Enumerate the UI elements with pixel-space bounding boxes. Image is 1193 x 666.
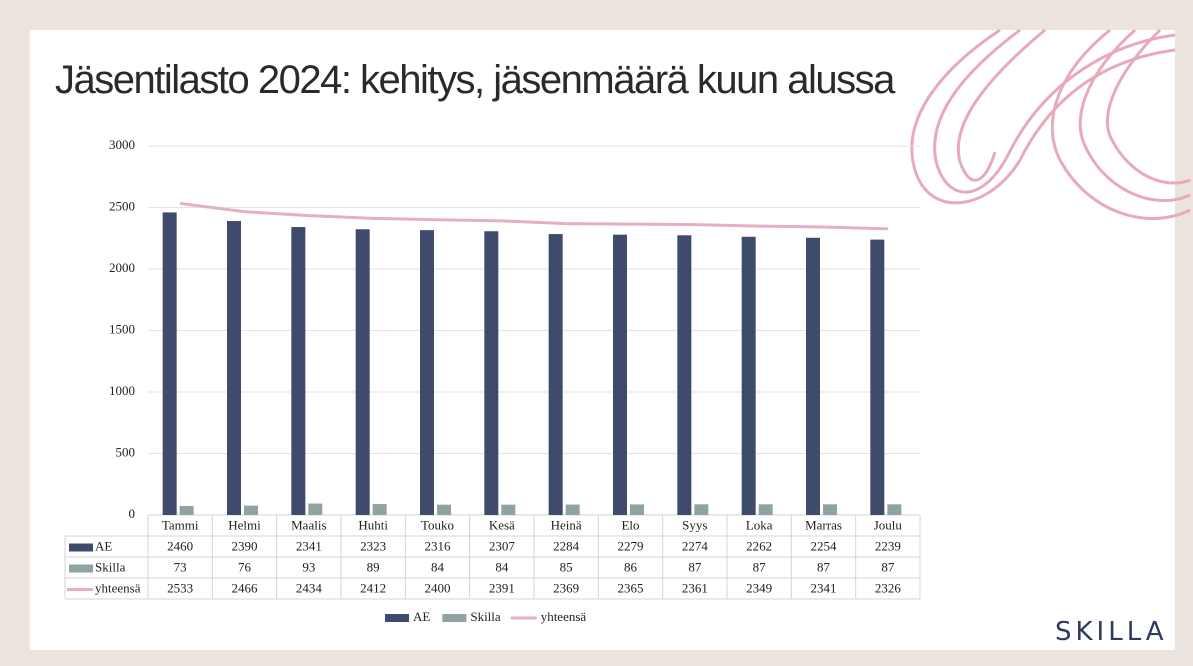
x-tick-label: Marras (805, 517, 842, 532)
table-cell: 84 (431, 559, 445, 574)
x-tick-label: Syys (682, 517, 707, 532)
table-cell: 2533 (167, 580, 193, 595)
table-cell: 2284 (553, 538, 580, 553)
table-cell: 86 (624, 559, 638, 574)
table-cell: 73 (174, 559, 187, 574)
legend-label: AE (413, 609, 430, 624)
bar (806, 237, 820, 515)
table-cell: 2279 (618, 538, 644, 553)
legend-key (385, 614, 409, 622)
table-cell: 87 (881, 559, 895, 574)
table-row-label: yhteensä (95, 580, 141, 595)
table-cell: 2434 (296, 580, 323, 595)
bar (372, 504, 387, 515)
table-cell: 2369 (553, 580, 579, 595)
decoration (910, 28, 1191, 220)
bar (741, 236, 756, 516)
table-row-label: Skilla (95, 559, 126, 574)
table-cell: 85 (560, 559, 573, 574)
table-cell: 2391 (489, 580, 515, 595)
bar (501, 504, 516, 515)
bar (437, 504, 451, 515)
table-legend-key (69, 543, 93, 552)
x-tick-label: Joulu (874, 517, 903, 532)
table-cell: 2466 (232, 580, 259, 595)
table-cell: 2326 (875, 580, 902, 595)
table-cell: 84 (495, 559, 509, 574)
table-cell: 93 (302, 559, 315, 574)
x-tick-label: Touko (421, 517, 454, 532)
x-tick-label: Tammi (162, 517, 199, 532)
table-cell: 2239 (875, 538, 901, 553)
x-tick-label: Loka (746, 517, 773, 532)
y-tick-label: 0 (129, 506, 136, 521)
table-cell: 2365 (618, 580, 644, 595)
table-cell: 2460 (167, 538, 193, 553)
bar (162, 212, 177, 516)
table-cell: 87 (817, 559, 831, 574)
bar (355, 229, 370, 515)
bar (420, 230, 434, 515)
table-cell: 89 (367, 559, 380, 574)
legend-label: Skilla (470, 609, 501, 624)
table-cell: 2341 (811, 580, 837, 595)
legend-label: yhteensä (541, 609, 587, 624)
x-tick-label: Maalis (291, 517, 326, 532)
table-cell: 2254 (811, 538, 838, 553)
x-tick-label: Kesä (489, 517, 515, 532)
bar (244, 505, 258, 515)
slide-background (30, 30, 1175, 650)
table-cell: 2307 (489, 538, 516, 553)
table-cell: 2400 (425, 580, 451, 595)
table-cell: 87 (753, 559, 767, 574)
y-tick-label: 1500 (109, 321, 135, 336)
y-tick-label: 500 (116, 444, 136, 459)
table-cell: 2323 (360, 538, 386, 553)
table-row-label: AE (95, 538, 112, 553)
y-tick-label: 1000 (109, 383, 135, 398)
table-cell: 2262 (746, 538, 772, 553)
table-cell: 2390 (232, 538, 258, 553)
bar (887, 504, 902, 515)
line (179, 201, 888, 231)
x-tick-label: Helmi (228, 517, 261, 532)
logo: SKILLA (1055, 617, 1168, 647)
bar (308, 503, 323, 515)
bar (694, 504, 709, 515)
bar (484, 231, 499, 515)
y-tick-label: 2000 (109, 260, 135, 275)
table-legend-key (69, 564, 93, 573)
table-cell: 2361 (682, 580, 708, 595)
bar (179, 506, 194, 515)
bar (565, 504, 580, 515)
chart-title: Jäsentilasto 2024: kehitys, jäsenmäärä k… (55, 58, 896, 102)
table-cell: 2349 (746, 580, 772, 595)
y-tick-label: 3000 (109, 137, 135, 152)
bar (677, 235, 692, 515)
chart: 0 500 1000 1500 2000 2500 3000 Tammi Helmi Maalis… (64, 137, 921, 624)
table-cell: 2316 (425, 538, 452, 553)
x-tick-label: Heinä (551, 517, 582, 532)
table-cell: 2274 (682, 538, 709, 553)
y-tick-label: 2500 (109, 198, 135, 213)
table-cell: 76 (238, 559, 252, 574)
x-tick-label: Elo (621, 517, 639, 532)
bar (613, 234, 627, 516)
table-cell: 2341 (296, 538, 322, 553)
table-cell: 87 (688, 559, 702, 574)
bar (758, 504, 773, 515)
bar (227, 221, 241, 515)
legend-key (442, 614, 467, 622)
bar (291, 227, 306, 515)
table-cell: 2412 (360, 580, 386, 595)
bar (630, 504, 644, 515)
bar (823, 504, 837, 515)
x-tick-label: Huhti (358, 517, 388, 532)
bar (870, 239, 885, 515)
bar (548, 234, 563, 515)
